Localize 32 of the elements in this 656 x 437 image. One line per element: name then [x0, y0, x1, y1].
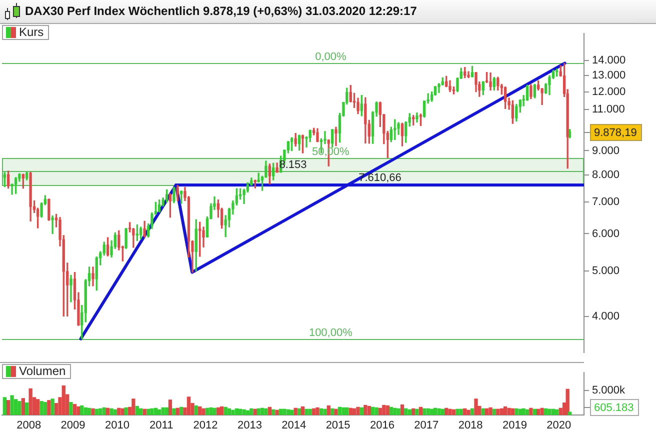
- x-tick-label: 2013: [237, 420, 262, 432]
- y-tick-label: 6.000: [592, 228, 620, 240]
- x-tick-label: 2014: [282, 420, 306, 432]
- series-label: 7.610,66: [358, 172, 402, 184]
- x-tick-label: 2016: [370, 420, 394, 432]
- y-tick-label: 4.000: [592, 310, 620, 323]
- x-tick-label: 2019: [502, 420, 527, 432]
- annotation: 0,00%: [315, 51, 346, 64]
- y-tick-label: 5.000: [592, 265, 620, 278]
- y-tick-label: 14.000: [592, 54, 626, 66]
- y-tick-label: 13.000: [592, 69, 626, 82]
- chart-title: DAX30 Perf Index Wöchentlich 9.878,19 (+0,63%) 31.03.2020 12:29:17: [25, 4, 417, 18]
- x-tick-label: 2009: [60, 420, 86, 432]
- y-tick-label: 11.000: [592, 104, 625, 116]
- text: 9.878,19: [594, 127, 637, 140]
- x-tick-label: 2015: [326, 420, 350, 432]
- y-tick-label: 9.000: [592, 144, 620, 157]
- annotation: 100,00%: [308, 326, 353, 339]
- legend-label: Kurs: [19, 25, 44, 39]
- x-tick-label: 2008: [16, 420, 42, 432]
- x-tick-label: 2012: [193, 420, 218, 432]
- y-tick-label: 8.000: [592, 168, 620, 181]
- x-tick-label: 2020: [546, 420, 572, 432]
- y-tick-label: 7.000: [592, 196, 620, 208]
- text: 605.183: [594, 402, 634, 414]
- y-tick-label: 5.000k: [592, 384, 626, 397]
- x-tick-label: 2010: [104, 420, 130, 432]
- x-tick-label: 2017: [414, 420, 439, 432]
- x-tick-label: 2011: [150, 420, 174, 432]
- legend-label: Volumen: [19, 364, 66, 378]
- y-tick-label: 12.000: [592, 86, 626, 98]
- x-tick-label: 2018: [458, 420, 483, 432]
